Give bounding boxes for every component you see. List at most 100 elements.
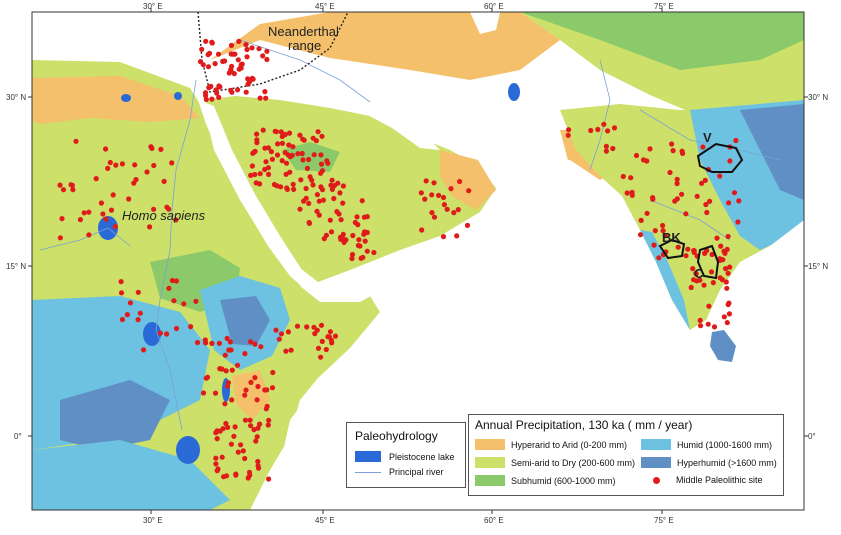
paleolithic-site-dot <box>726 300 732 306</box>
paleolithic-site-dot <box>624 190 630 196</box>
paleolithic-site-dot <box>295 151 301 157</box>
paleolithic-site-dot <box>306 156 312 163</box>
label-site-v: V <box>703 130 712 145</box>
paleolithic-site-dot <box>254 397 260 403</box>
paleolithic-site-dot <box>229 89 235 95</box>
india-west-coast-humid <box>640 230 690 330</box>
precipitation-legend-title: Annual Precipitation, 130 ka ( mm / year… <box>475 418 693 432</box>
paleolithic-site-dot <box>248 172 254 178</box>
paleolithic-site-dot <box>464 222 471 228</box>
paleolithic-site-dot <box>240 448 246 454</box>
paleolithic-site-dot <box>274 152 281 158</box>
red-sea <box>198 100 316 292</box>
paleolithic-site-dot <box>321 236 327 242</box>
sri-lanka <box>710 330 736 362</box>
river-euphrates <box>239 39 371 103</box>
paleolithic-site-dot <box>255 458 261 465</box>
paleolithic-site-dot <box>257 95 263 101</box>
paleolithic-site-dot <box>306 219 312 226</box>
paleolithic-site-dot <box>230 51 236 57</box>
north-subhumid <box>420 12 804 70</box>
paleolithic-site-dot <box>301 137 307 143</box>
paleolithic-site-dot <box>243 387 249 393</box>
paleolithic-site-dot <box>647 146 653 152</box>
paleolithic-site-dot <box>266 476 272 482</box>
paleolithic-site-dot <box>252 375 258 381</box>
paleolithic-site-dot <box>263 159 269 165</box>
paleolithic-site-dot <box>151 162 157 169</box>
paleolithic-site-dot <box>327 217 333 223</box>
paleolithic-site-dot <box>310 182 316 188</box>
paleolithic-site-dot <box>601 121 607 127</box>
paleolithic-site-dot <box>262 145 268 151</box>
paleolithic-site-dot <box>660 228 666 234</box>
paleolithic-site-dot <box>282 150 288 156</box>
paleolithic-site-dot <box>223 420 229 427</box>
paleolithic-site-dot <box>229 63 235 69</box>
paleolithic-site-dot <box>194 339 201 346</box>
paleolithic-site-dot <box>266 171 272 177</box>
paleolithic-site-dot <box>224 335 230 341</box>
paleolithic-site-dot <box>119 316 125 323</box>
paleolithic-site-dot <box>331 195 337 202</box>
paleolithic-site-dot <box>371 249 377 256</box>
legend-label-site: Middle Paleolithic site <box>676 475 763 485</box>
paleolithic-site-dot <box>276 336 282 342</box>
paleolithic-site-dot <box>98 200 104 206</box>
semiarid-swatch <box>475 457 505 468</box>
paleolithic-site-dot <box>688 284 694 291</box>
label-site-c: C <box>694 266 704 281</box>
paleolithic-site-dot <box>423 178 429 184</box>
paleolithic-site-dot <box>603 143 610 149</box>
paleolithic-site-dot <box>710 280 716 286</box>
paleolithic-site-dot <box>212 390 219 396</box>
paleolithic-site-dot <box>246 469 253 475</box>
legend-item-river: Principal river <box>355 467 444 477</box>
paleolithic-site-dot <box>314 327 320 333</box>
paleolithic-site-dot <box>103 146 109 152</box>
paleolithic-site-dot <box>166 206 172 212</box>
paleolithic-site-dot <box>319 133 325 139</box>
paleolithic-site-dot <box>605 128 611 134</box>
hyperhumid-swatch <box>641 457 671 468</box>
lake-victoria <box>176 436 200 464</box>
paleohydrology-legend-title: Paleohydrology <box>355 429 438 443</box>
paleolithic-site-dot <box>247 417 253 423</box>
paleolithic-site-dot <box>263 95 269 101</box>
site-outline-bk <box>658 238 686 260</box>
paleolithic-site-dot <box>727 264 733 270</box>
paleolithic-site-dot <box>254 131 260 137</box>
paleolithic-site-dot <box>199 46 205 52</box>
paleolithic-site-dot <box>358 255 364 261</box>
paleolithic-site-dot <box>255 425 261 431</box>
paleolithic-site-dot <box>708 269 715 275</box>
paleolithic-site-dot <box>670 148 676 154</box>
arid-swatch <box>475 439 505 450</box>
paleolithic-site-dot <box>318 152 324 158</box>
paleolithic-site-dot <box>283 348 289 354</box>
paleolithic-site-dot <box>724 320 730 326</box>
lake-iran <box>508 83 520 101</box>
paleolithic-site-dot <box>249 163 255 169</box>
y-tick-right-15: 15° N <box>808 262 828 271</box>
paleolithic-site-dot <box>278 331 285 337</box>
paleolithic-site-dot <box>338 217 344 223</box>
paleolithic-site-dot <box>324 158 330 164</box>
x-tick-bottom-75: 75° E <box>654 516 674 525</box>
legend-item-humid: Humid (1000-1600 mm) <box>641 439 772 450</box>
paleolithic-site-dot <box>227 339 233 345</box>
paleolithic-site-dot <box>269 385 276 391</box>
x-tick-top-75: 75° E <box>654 2 674 11</box>
paleolithic-site-dot <box>721 314 727 320</box>
paleolithic-site-dot <box>329 177 335 183</box>
paleolithic-site-dot <box>243 42 249 48</box>
paleolithic-site-dot <box>652 228 658 234</box>
legend-label-lake: Pleistocene lake <box>389 451 455 462</box>
caspian-sea <box>470 12 500 34</box>
paleolithic-site-dot <box>311 152 317 158</box>
paleolithic-site-dot <box>86 232 92 238</box>
paleolithic-site-dot <box>674 180 680 187</box>
paleolithic-site-dot <box>451 210 457 216</box>
paleolithic-site-dot <box>260 127 266 133</box>
